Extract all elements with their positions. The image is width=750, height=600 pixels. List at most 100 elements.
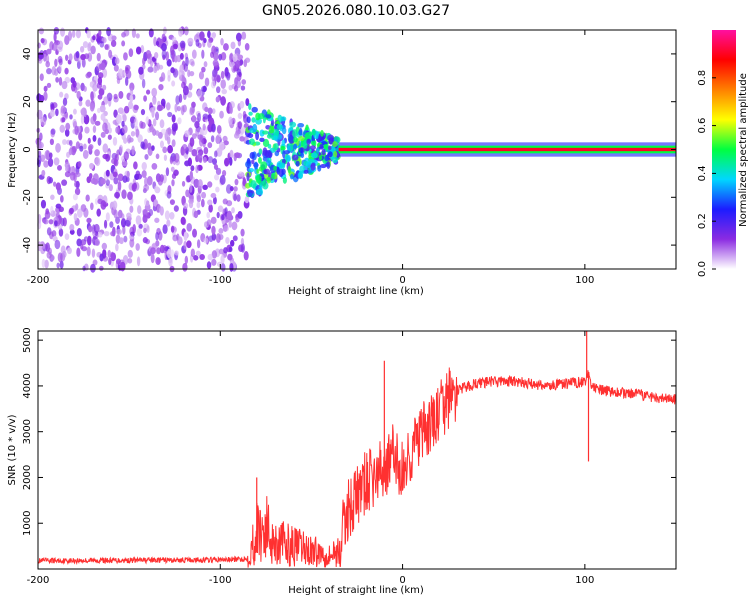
spectrogram-cell (44, 149, 51, 160)
spectrogram-cell (213, 150, 218, 158)
spectrogram-cell (94, 120, 101, 126)
spectrogram-cell (216, 133, 222, 141)
spectrogram-cell (170, 225, 175, 233)
spectrogram-cell (198, 136, 204, 147)
spectrogram-cell (118, 90, 124, 99)
spectrogram-cell (248, 103, 252, 111)
spectrogram-cell (327, 151, 333, 158)
spectrogram-cell (276, 166, 280, 175)
x-tick-label: -100 (209, 275, 232, 286)
spectrogram-cell (229, 149, 234, 159)
spectrogram-cell (96, 52, 101, 62)
spectrogram-cell (60, 105, 66, 114)
spectrogram-cell (173, 169, 179, 176)
spectrogram-cell (174, 152, 180, 163)
spectrogram-cell (175, 95, 180, 105)
spectrogram-cell (232, 53, 238, 63)
spectrogram-cell (223, 43, 229, 51)
spectrogram-cell (115, 216, 120, 224)
spectrogram-cell (67, 30, 73, 41)
spectrogram-cell (240, 127, 247, 133)
spectrogram-cell (64, 233, 70, 241)
spectrogram-cell (237, 210, 243, 219)
spectrogram-cell (161, 42, 167, 52)
spectrogram-cell (273, 135, 278, 141)
spectrogram-cell (47, 157, 54, 167)
spectrogram-cell (102, 84, 107, 91)
spectrogram-cell (287, 165, 292, 174)
y-tick-label: 3000 (22, 419, 33, 444)
spectrogram-cell (159, 119, 165, 129)
spectrogram-cell (58, 228, 64, 237)
spectrogram-cell (133, 161, 138, 170)
spectrogram-cell (46, 82, 52, 89)
spectrogram-cell (234, 178, 239, 186)
spectrogram-cell (231, 207, 235, 214)
spectrogram-cell (207, 40, 212, 48)
spectrogram-cell (220, 51, 227, 61)
spectrogram-cell (198, 71, 205, 80)
spectrogram-cell (229, 262, 234, 272)
spectrogram-cell (279, 162, 286, 169)
spectrogram-cell (215, 233, 221, 244)
spectrogram-cell (120, 218, 127, 228)
spectrogram-cell (292, 129, 298, 138)
spectrogram-cell (248, 111, 253, 116)
colorbar-tick-label: 0.8 (697, 70, 708, 86)
spectrogram-cell (113, 64, 119, 72)
spectrogram-cell (79, 45, 85, 53)
spectrogram-cell (155, 231, 159, 241)
spectrogram-cell (108, 184, 113, 192)
spectrogram-cell (94, 238, 100, 247)
spectrogram-cell (311, 152, 318, 159)
spectrogram-cell (200, 198, 205, 208)
spectrogram-cell (98, 29, 102, 37)
spectrogram-cell (53, 32, 57, 42)
spectrogram-cell (215, 186, 220, 193)
spectrogram-cell (78, 132, 83, 141)
spectrogram-cell (113, 209, 118, 219)
spectrogram-cell (202, 156, 207, 164)
spectrogram-cell (179, 40, 186, 49)
spectrogram-cell (104, 44, 109, 50)
spectrogram-cell (293, 136, 298, 143)
spectrogram-cell (86, 29, 91, 39)
spectrogram-cell (126, 134, 132, 144)
spectrogram-cell (206, 261, 212, 269)
spectrogram-cell (258, 148, 263, 155)
spectrogram-cell (155, 257, 161, 266)
spectrogram-cell (99, 265, 104, 271)
spectrogram-cell (293, 143, 298, 150)
spectrogram-cell (151, 145, 155, 151)
spectrogram-cell (211, 32, 217, 38)
spectrogram-cell (236, 68, 242, 76)
spectrogram-cell (154, 51, 159, 59)
spectrogram-cell (249, 138, 255, 146)
spectrogram-cell (171, 122, 178, 132)
spectrogram-cell (41, 258, 46, 269)
spectrogram-cell (282, 150, 286, 159)
spectrogram-cell (171, 114, 176, 123)
spectrogram-cell (146, 89, 151, 95)
spectrogram-cell (281, 127, 287, 135)
spectrogram-cell (105, 212, 110, 222)
spectrogram-cell (49, 41, 54, 51)
spectrogram-cell (145, 50, 152, 59)
spectrogram-cell (181, 180, 186, 187)
spectrogram-cell (41, 169, 46, 177)
spectrogram-cell (218, 141, 225, 151)
spectrogram-cell (92, 35, 96, 41)
spectrogram-cell (125, 76, 129, 86)
spectrogram-cell (83, 143, 87, 150)
spectrogram-cell (150, 247, 156, 255)
spectrogram-cell (45, 208, 50, 215)
spectrogram-cell (214, 174, 220, 181)
spectrogram-cell (204, 77, 210, 87)
spectrogram-cell (115, 243, 119, 252)
spectrogram-cell (211, 250, 218, 259)
spectrogram-cell (142, 57, 146, 66)
spectrogram-cell (64, 67, 69, 75)
spectrogram-cell (220, 254, 225, 264)
spectrogram-cell (50, 128, 56, 135)
